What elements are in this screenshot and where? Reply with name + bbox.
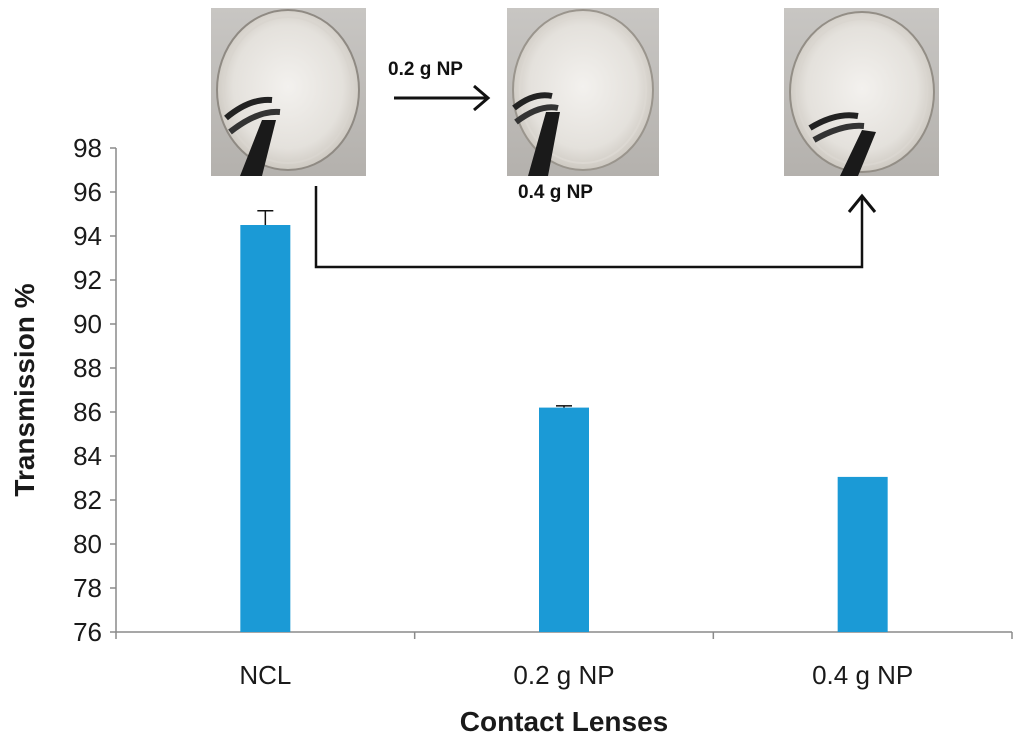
y-ticks: 76 78 80 82 84 86 88 90 92 94 96 98 xyxy=(73,133,116,647)
bars xyxy=(240,225,888,632)
bar xyxy=(539,407,589,632)
y-tick-label: 86 xyxy=(73,397,102,427)
category-labels: NCL 0.2 g NP 0.4 g NP xyxy=(239,660,913,690)
y-tick-label: 92 xyxy=(73,265,102,295)
lens-photo-ncl xyxy=(211,8,366,176)
arrow-label-1: 0.2 g NP xyxy=(388,59,463,80)
y-axis-title: Transmission % xyxy=(9,283,40,496)
y-tick-label: 82 xyxy=(73,485,102,515)
lens-photo-0.2g xyxy=(507,8,659,176)
bar xyxy=(837,476,888,632)
arrow-label-2: 0.4 g NP xyxy=(518,182,593,203)
category-label: NCL xyxy=(239,660,291,690)
category-label: 0.2 g NP xyxy=(513,660,614,690)
x-ticks xyxy=(115,632,1013,639)
error-bars xyxy=(257,209,572,408)
y-tick-label: 88 xyxy=(73,353,102,383)
y-tick-label: 84 xyxy=(73,441,102,471)
y-tick-label: 94 xyxy=(73,221,102,251)
y-tick-label: 96 xyxy=(73,177,102,207)
x-axis-title: Contact Lenses xyxy=(460,706,669,737)
lens-photo-0.4g xyxy=(784,8,939,176)
category-label: 0.4 g NP xyxy=(812,660,913,690)
bar xyxy=(240,225,291,632)
y-tick-label: 80 xyxy=(73,529,102,559)
y-tick-label: 90 xyxy=(73,309,102,339)
y-tick-label: 78 xyxy=(73,573,102,603)
connector-arrow-icon xyxy=(314,186,877,269)
y-tick-label: 98 xyxy=(73,133,102,163)
right-arrow-icon xyxy=(394,84,491,112)
y-tick-label: 76 xyxy=(73,617,102,647)
